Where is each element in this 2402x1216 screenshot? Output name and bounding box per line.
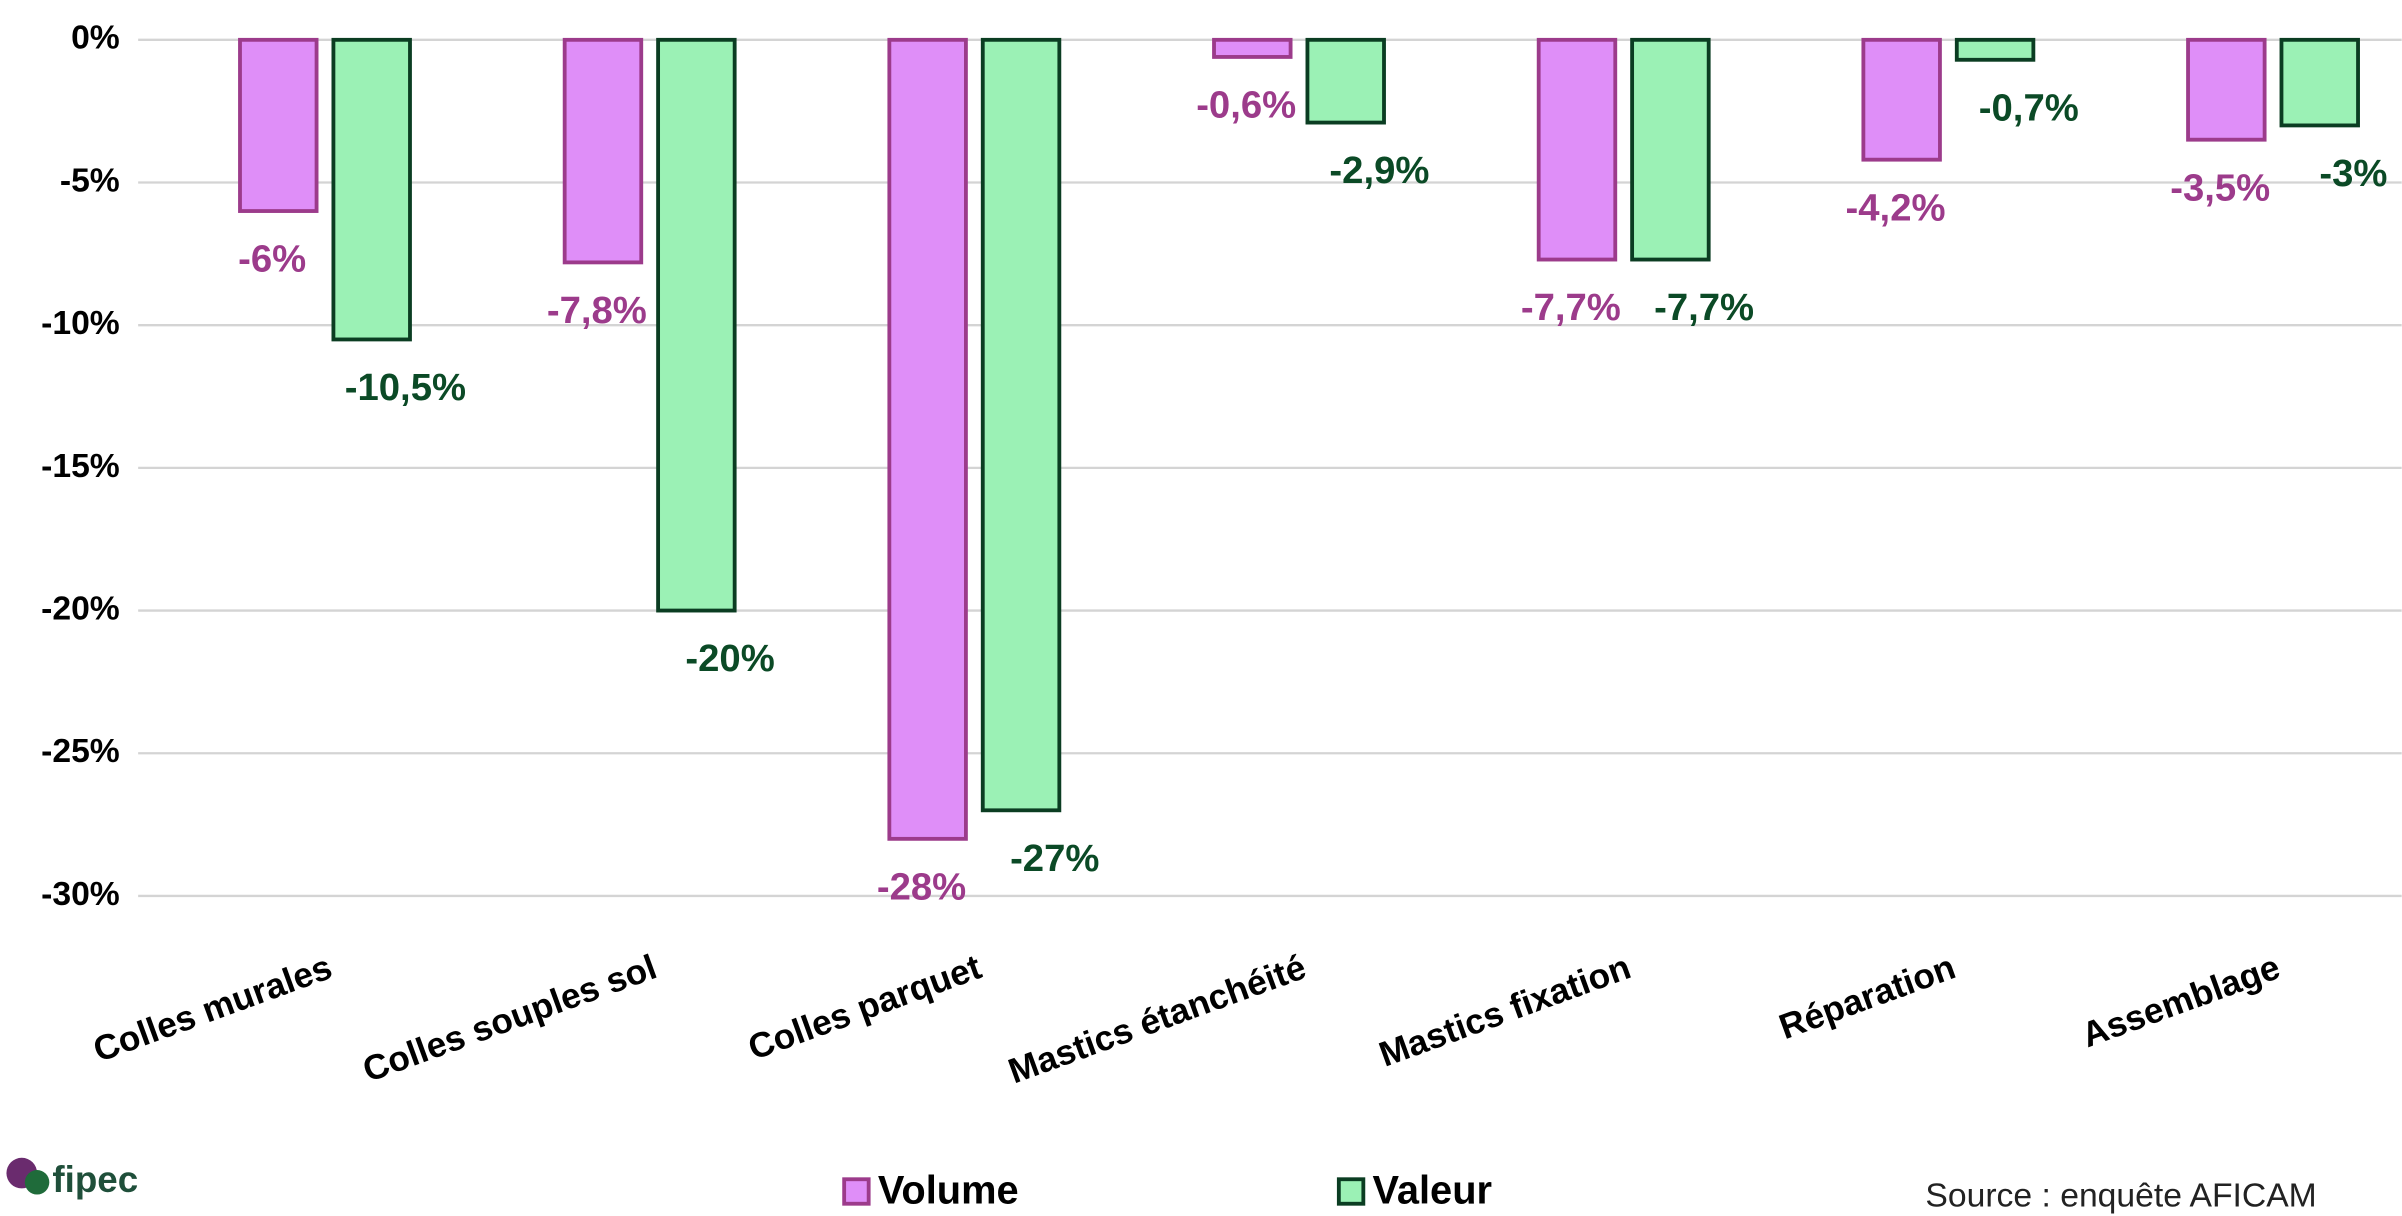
bar: [1861, 37, 1942, 162]
x-tick-label: Colles souples sol: [358, 948, 662, 1090]
logo: fipec: [6, 1157, 138, 1200]
y-tick-label: -30%: [41, 876, 120, 913]
bar: [1536, 37, 1618, 262]
legend-swatch: [1336, 1177, 1366, 1206]
y-tick-label: -20%: [41, 590, 120, 627]
logo-icon: [24, 1170, 50, 1195]
bar: [2279, 37, 2360, 128]
data-label: -3%: [2319, 152, 2387, 195]
legend-label: Valeur: [1373, 1169, 1492, 1213]
bar: [887, 37, 968, 841]
x-tick-label: Colles parquet: [743, 947, 986, 1067]
x-tick-label: Colles murales: [88, 948, 337, 1070]
bar: [980, 37, 1062, 813]
x-tick-label: Mastics fixation: [1374, 948, 1636, 1075]
data-label: -4,2%: [1846, 186, 1946, 229]
y-tick-label: -5%: [60, 162, 120, 199]
bar: [2186, 37, 2267, 142]
data-label: -0,7%: [1979, 86, 2079, 129]
x-tick-label: Mastics étanchéité: [1003, 948, 1311, 1092]
bar: [1630, 37, 1711, 262]
legend-label: Volume: [878, 1169, 1019, 1213]
y-tick-label: 0%: [71, 20, 120, 57]
data-label: -10,5%: [345, 366, 466, 409]
data-label: -6%: [238, 238, 306, 281]
y-tick-label: -15%: [41, 448, 120, 485]
data-label: -27%: [1010, 837, 1099, 880]
y-tick-label: -10%: [41, 305, 120, 342]
data-label: -0,6%: [1196, 84, 1296, 127]
bar: [656, 37, 737, 613]
logo-text: fipec: [52, 1159, 138, 1200]
bar: [238, 37, 319, 213]
data-label: -28%: [877, 865, 966, 908]
data-label: -7,7%: [1654, 286, 1754, 329]
x-tick-label: Assemblage: [2077, 948, 2285, 1056]
y-tick-label: -25%: [41, 733, 120, 770]
bar: [331, 37, 412, 342]
data-label: -3,5%: [2170, 166, 2270, 209]
data-label: -7,7%: [1521, 286, 1621, 329]
bar: [1212, 37, 1293, 59]
data-label: -7,8%: [547, 289, 647, 332]
bar: [1305, 37, 1386, 125]
data-label: -2,9%: [1329, 149, 1429, 192]
bar: [1954, 37, 2036, 62]
bar: [562, 37, 644, 265]
legend-swatch: [842, 1177, 871, 1206]
data-label: -20%: [685, 637, 774, 680]
source: Source : enquête AFICAM: [1925, 1178, 2316, 1215]
x-tick-label: Réparation: [1774, 948, 1960, 1048]
